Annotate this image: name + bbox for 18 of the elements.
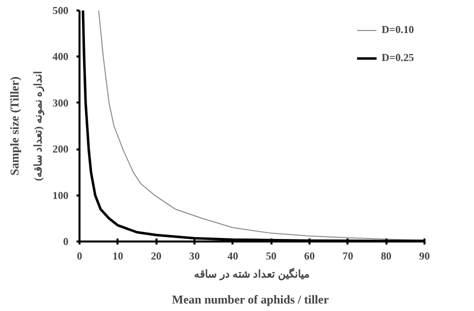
x-tick-label: 50 [266, 252, 276, 262]
x-tick-label: 40 [228, 252, 238, 262]
x-tick-label: 80 [380, 252, 392, 262]
x-tick-label: 70 [342, 252, 354, 262]
y-tick-label: 0 [63, 237, 68, 248]
x-tick-label: 10 [112, 252, 124, 262]
y-tick-label: 100 [52, 190, 68, 202]
x-tick-label: 90 [419, 252, 430, 262]
y-tick-label: 300 [52, 98, 68, 110]
x-tick-label: 60 [304, 252, 315, 262]
legend-label: D=0.10 [382, 24, 414, 36]
y-tick-label: 200 [52, 144, 68, 156]
y-tick-label: 500 [52, 6, 68, 17]
y-tick-label: 400 [52, 52, 68, 64]
x-tick-label: 0 [76, 252, 82, 262]
legend-label: D=0.25 [382, 52, 414, 64]
x-tick-label: 30 [189, 252, 200, 262]
x-tick-label: 20 [150, 252, 162, 262]
